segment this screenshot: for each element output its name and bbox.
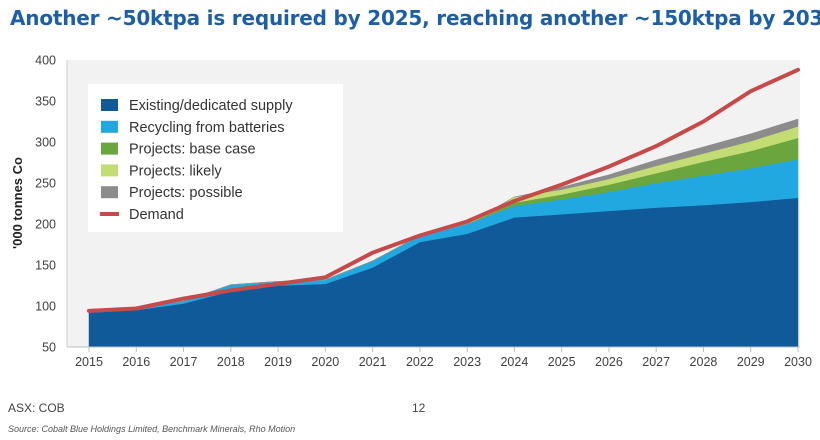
y-tick-label: 350 <box>35 95 56 109</box>
x-tick-label: 2015 <box>75 355 103 369</box>
y-tick-label: 150 <box>35 259 56 273</box>
area-layers <box>88 118 799 348</box>
y-axis: 50 100 150 200 250 300 350 400 <box>35 54 68 355</box>
x-tick-label: 2026 <box>595 355 623 369</box>
x-tick-label: 2019 <box>264 355 292 369</box>
x-tick-label: 2022 <box>406 355 434 369</box>
legend-swatch-projects-possible <box>101 186 118 199</box>
legend-swatch-projects-likely <box>101 164 118 177</box>
area-projects-possible <box>88 118 799 310</box>
footer-ticker: ASX: COB <box>8 401 65 415</box>
x-tick-label: 2024 <box>500 355 528 369</box>
x-tick-label: 2029 <box>737 355 765 369</box>
page-title: Another ~50ktpa is required by 2025, rea… <box>10 6 820 30</box>
legend-label-recycling-from-batteries: Recycling from batteries <box>129 120 285 136</box>
x-tick-label: 2017 <box>170 355 198 369</box>
legend: Existing/dedicated supply Recycling from … <box>88 84 343 232</box>
legend-label-projects-possible: Projects: possible <box>129 185 243 201</box>
x-tick-label: 2023 <box>453 355 481 369</box>
legend-label-demand: Demand <box>129 207 184 223</box>
page-number: 12 <box>412 401 426 415</box>
y-axis-title: '000 tonnes Co <box>10 157 25 249</box>
y-tick-label: 50 <box>42 341 56 355</box>
legend-swatch-projects-base-case <box>101 142 118 155</box>
x-tick-label: 2028 <box>690 355 718 369</box>
legend-swatch-existing-dedicated-supply <box>101 99 118 111</box>
x-tick-label: 2020 <box>311 355 339 369</box>
demand-line-group <box>87 67 800 313</box>
y-tick-label: 250 <box>35 177 56 191</box>
legend-label-existing-dedicated-supply: Existing/dedicated supply <box>129 98 293 114</box>
legend-box <box>88 84 343 232</box>
x-axis: 2015 2016 2017 2018 2019 2020 2021 2022 2023 2024… <box>67 346 812 369</box>
demand-line <box>87 67 800 313</box>
x-tick-label: 2025 <box>548 355 576 369</box>
x-tick-label: 2018 <box>217 355 245 369</box>
legend-swatch-recycling-from-batteries <box>101 120 118 133</box>
y-tick-label: 100 <box>35 300 56 314</box>
y-tick-label: 200 <box>35 218 56 232</box>
source-note: Source: Cobalt Blue Holdings Limited, Be… <box>8 424 296 434</box>
x-tick-label: 2016 <box>122 355 150 369</box>
legend-label-projects-base-case: Projects: base case <box>129 142 256 158</box>
x-tick-label: 2030 <box>784 355 812 369</box>
x-tick-label: 2027 <box>642 355 670 369</box>
y-tick-label: 400 <box>35 54 56 68</box>
y-tick-label: 300 <box>35 136 56 150</box>
legend-label-projects-likely: Projects: likely <box>129 163 222 179</box>
x-tick-label: 2021 <box>359 355 387 369</box>
